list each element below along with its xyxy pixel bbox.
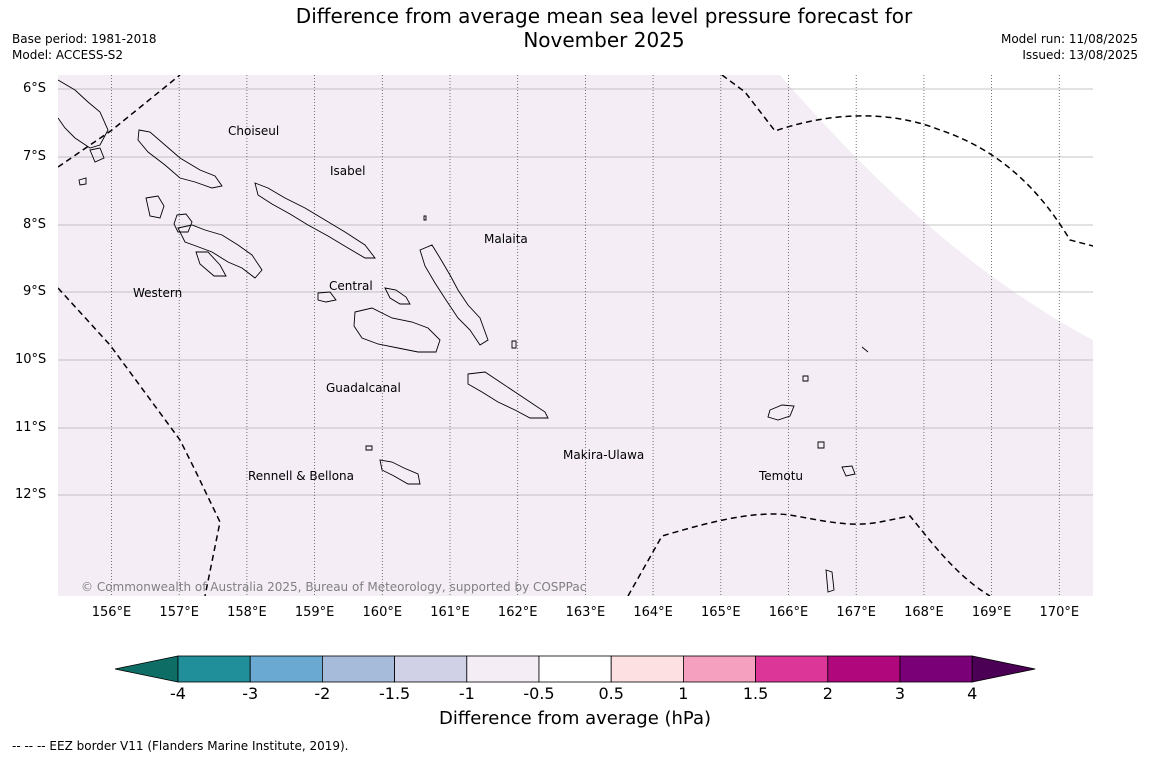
island-small: [78, 177, 87, 186]
title-line-2: November 2025: [523, 28, 685, 52]
meta-right: Model run: 11/08/2025 Issued: 13/08/2025: [1001, 31, 1138, 63]
model-text: Model: ACCESS-S2: [12, 48, 124, 62]
region-label-isabel: Isabel: [330, 164, 366, 178]
lon-label: 158°E: [227, 605, 267, 620]
chart-title: Difference from average mean sea level p…: [200, 4, 1008, 52]
lat-label: 7°S: [23, 149, 47, 164]
colorbar-tick-label: 2: [822, 684, 833, 703]
lat-label: 10°S: [15, 352, 47, 367]
island-small: [89, 147, 105, 163]
colorbar-tick-label: -2: [314, 684, 331, 703]
base-period-text: Base period: 1981-2018: [12, 32, 157, 46]
eez-border: [627, 513, 991, 596]
lon-label: 163°E: [565, 605, 606, 620]
colorbar-segment: [610, 655, 684, 683]
lat-label: 6°S: [23, 81, 47, 96]
island-small: [825, 569, 835, 593]
island-bougainville: [58, 79, 109, 149]
region-label-western: Western: [133, 286, 183, 300]
lon-label: 165°E: [701, 605, 741, 620]
region-label-guadalcanal: Guadalcanal: [326, 381, 401, 395]
colorbar-segment: [249, 655, 323, 683]
colorbar-segment: [466, 655, 540, 683]
island-malaita: [419, 244, 489, 346]
island-small: [802, 375, 809, 382]
island-isabel: [254, 182, 376, 259]
shaded-anomaly-region: [58, 75, 1093, 596]
lon-label: 170°E: [1039, 605, 1080, 620]
lon-label: 166°E: [768, 605, 809, 620]
island-vella: [145, 195, 165, 219]
island-russell: [317, 291, 337, 303]
region-label-choiseul: Choiseul: [228, 124, 280, 138]
lon-label: 160°E: [362, 605, 403, 620]
colorbar-segment: [683, 655, 757, 683]
lat-label: 12°S: [15, 487, 47, 502]
lon-label: 162°E: [497, 605, 538, 620]
colorbar-tick-label: 4: [967, 684, 978, 703]
region-label-malaita: Malaita: [484, 232, 528, 246]
region-label-makira-ulawa: Makira-Ulawa: [563, 448, 645, 462]
colorbar-segment: [394, 655, 468, 683]
island-rendova: [195, 251, 227, 277]
lon-label: 169°E: [971, 605, 1012, 620]
lat-label: 11°S: [15, 420, 47, 435]
lat-label: 9°S: [23, 284, 47, 299]
lon-label: 159°E: [294, 605, 335, 620]
island-florida: [384, 287, 411, 305]
copyright-text: © Commonwealth of Australia 2025, Bureau…: [81, 580, 587, 594]
colorbar-segment: [755, 655, 829, 683]
colorbar-tick-label: -1: [458, 684, 475, 703]
colorbar: [114, 655, 1036, 683]
model-run-text: Model run: 11/08/2025: [1000, 32, 1138, 46]
colorbar-extend-low: [114, 655, 179, 683]
colorbar-tick-label: 1: [678, 684, 689, 703]
colorbar-segment: [321, 655, 395, 683]
eez-border: [58, 287, 221, 596]
lon-label: 156°E: [91, 605, 132, 620]
region-label-temotu: Temotu: [759, 469, 804, 483]
lon-label: 164°E: [633, 605, 673, 620]
island-new-georgia: [177, 224, 263, 279]
island-small: [861, 346, 869, 353]
lon-label: 167°E: [836, 605, 876, 620]
eez-border: [58, 75, 181, 168]
colorbar-tick-label: -3: [242, 684, 259, 703]
region-label-central: Central: [329, 279, 373, 293]
colorbar-tick-label: 0.5: [598, 684, 624, 703]
island-choiseul: [137, 129, 223, 189]
island-santa-cruz: [767, 404, 795, 421]
colorbar-segment: [538, 655, 612, 683]
colorbar-segment: [827, 655, 901, 683]
island-small: [423, 215, 427, 221]
meta-left: Base period: 1981-2018 Model: ACCESS-S2: [12, 31, 157, 63]
issued-text: Issued: 13/08/2025: [1022, 48, 1138, 62]
region-label-rennell-bellona: Rennell & Bellona: [248, 469, 355, 483]
island-small: [511, 340, 517, 349]
island-makira: [467, 371, 549, 419]
lon-label: 157°E: [159, 605, 199, 620]
colorbar-extend-high: [971, 655, 1036, 683]
island-rennell: [379, 459, 421, 485]
island-bellona: [365, 445, 373, 451]
colorbar-tick-label: 3: [894, 684, 906, 703]
colorbar-tick-label: 1.5: [742, 684, 769, 703]
lon-label: 161°E: [430, 605, 470, 620]
colorbar-tick-label: -4: [170, 684, 186, 703]
lat-label: 8°S: [23, 217, 47, 232]
title-line-1: Difference from average mean sea level p…: [295, 4, 913, 28]
footer-note: -- -- -- EEZ border V11 (Flanders Marine…: [12, 739, 349, 753]
island-guadalcanal: [353, 307, 441, 353]
colorbar-tick-label: -1.5: [378, 684, 411, 703]
colorbar-segment: [899, 655, 973, 683]
colorbar-segment: [177, 655, 251, 683]
eez-border: [721, 75, 1093, 247]
colorbar-tick-label: -0.5: [523, 684, 555, 703]
island-small: [841, 465, 856, 477]
colorbar-label: Difference from average (hPa): [438, 708, 712, 729]
lon-label: 168°E: [904, 605, 944, 620]
island-small: [817, 441, 825, 449]
island-kolombangara: [173, 213, 193, 233]
